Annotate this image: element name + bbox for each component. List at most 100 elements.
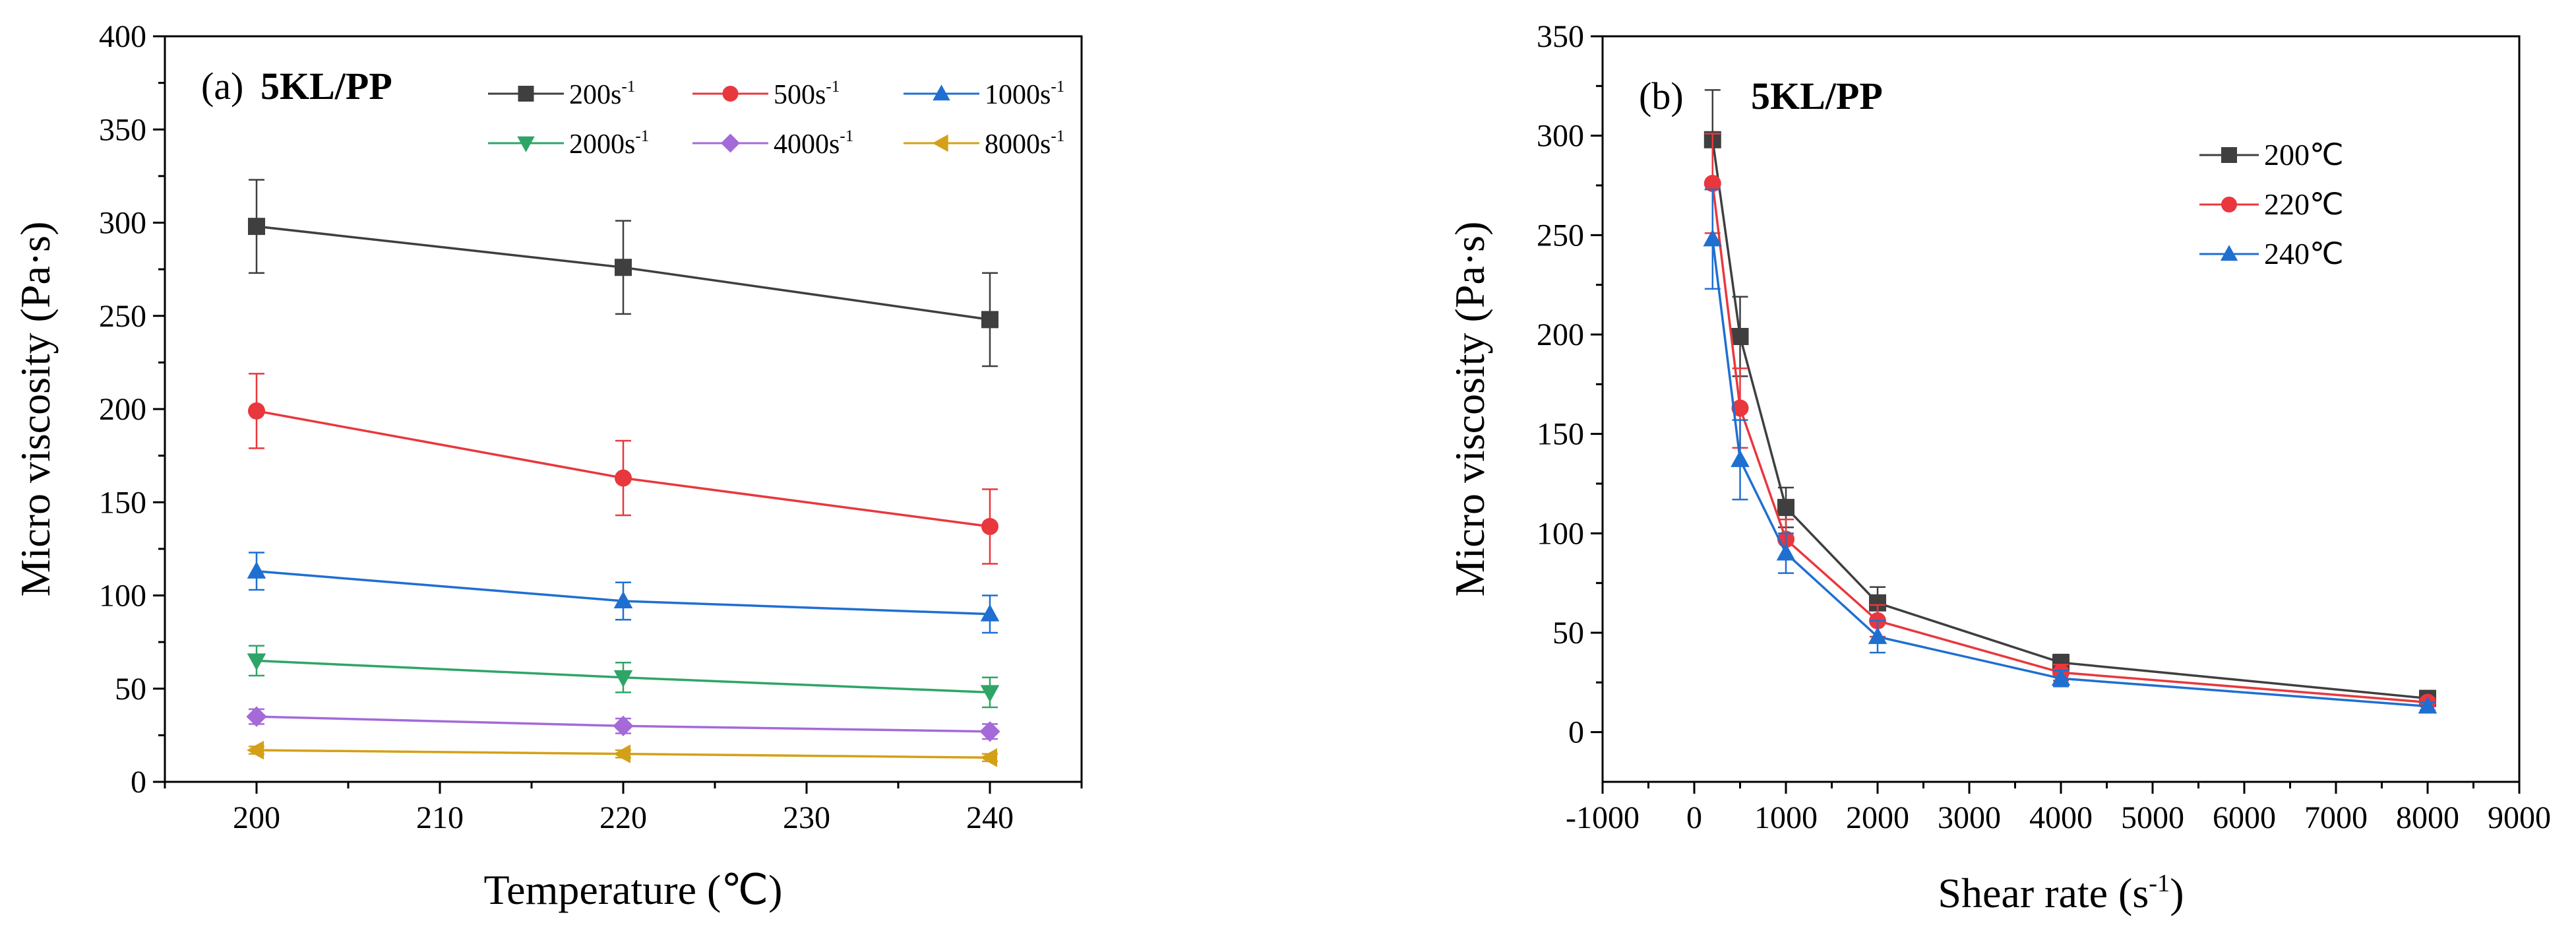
panel-b-legend-marker	[2221, 147, 2237, 163]
panel-b-series-line	[1711, 139, 2428, 700]
panel-a-y-tick-label: 300	[99, 206, 146, 241]
panel-a-data-point	[981, 517, 998, 535]
panel-a-y-tick-label: 400	[99, 19, 146, 54]
panel-b-data-point	[1703, 229, 1723, 247]
panel-a-legend-label-text: 200s	[569, 80, 621, 110]
panel-b-data-point	[1869, 594, 1886, 612]
panel-a-data-point	[613, 591, 633, 609]
panel-a-data-point	[247, 740, 264, 760]
panel-b-x-tick-label: -1000	[1566, 800, 1640, 835]
panel-b-series-line	[1711, 239, 2428, 708]
panel-b-y-tick-label: 250	[1537, 218, 1584, 253]
panel-a-x-tick-label: 200	[233, 800, 280, 835]
panel-a-legend-marker	[517, 136, 535, 152]
panel-a-legend-label-sup: -1	[826, 78, 840, 96]
panel-a-y-tick-label: 50	[115, 672, 146, 707]
panel-a-legend-label-sup: -1	[621, 78, 635, 96]
panel-a-data-point	[248, 402, 265, 420]
panel-a-data-point	[980, 748, 998, 767]
panel-b-data-point	[1731, 328, 1749, 346]
panel-a-data-point	[247, 653, 266, 671]
panel-b-x-tick-label: 1000	[1754, 800, 1818, 835]
panel-a-legend-marker	[722, 86, 739, 102]
panel-a-y-tick-label: 200	[99, 392, 146, 427]
panel-a-y-tick-label: 100	[99, 579, 146, 614]
panel-b-data-point	[1777, 499, 1794, 517]
panel-b-x-axis-title: Shear rate (s-1)	[1938, 870, 2184, 916]
panel-b-x-tick-label: 7000	[2304, 800, 2368, 835]
panel-b-y-tick-label: 0	[1568, 715, 1584, 750]
panel-a-legend-label-sup: -1	[840, 127, 853, 145]
panel-a-legend-label-sup: -1	[635, 127, 649, 145]
panel-b-x-tick-label: 0	[1686, 800, 1702, 835]
panel-b-legend-label-text: 240℃	[2264, 237, 2344, 271]
panel-a-data-point	[981, 311, 998, 329]
panel-a-x-tick-label: 210	[416, 800, 464, 835]
panel-a-chart: 200 210 220 230 240050100150200250300350400 …	[12, 19, 1083, 913]
panel-a-legend-label-text: 4000s	[774, 129, 840, 160]
panel-b-data-point	[1731, 449, 1750, 467]
panel-a-legend-label: 4000s-1	[774, 127, 853, 160]
panel-b-data-point	[1776, 543, 1796, 561]
panel-b-legend-marker	[2220, 245, 2238, 261]
panel-b-data-point	[1731, 399, 1749, 417]
panel-a-legend-label-text: 8000s	[985, 129, 1051, 160]
panel-a-y-tick-label: 250	[99, 299, 146, 334]
panel-a-data-point	[246, 706, 267, 727]
panel-b-y-axis-title: Micro viscosity (Pa·s)	[1446, 222, 1493, 597]
panel-a-x-axis-title: Temperature (℃)	[484, 866, 783, 913]
panel-b-x-tick-label: 9000	[2488, 800, 2551, 835]
panel-b-y-tick-label: 200	[1537, 317, 1584, 352]
panel-a-data-point	[613, 744, 631, 763]
panel-b-y-tick-label: 350	[1537, 19, 1584, 54]
panel-b-legend-label: 220℃	[2264, 187, 2344, 221]
panel-b-chart: -1000 0 1000 2000 3000 4000 5000 6000 7000 8000 90…	[1446, 19, 2551, 916]
panel-a-legend-marker	[721, 133, 740, 153]
panel-b-x-axis-title-sup: -1	[2149, 870, 2170, 897]
panel-b-x-tick-label: 6000	[2213, 800, 2276, 835]
panel-a-legend-marker	[932, 134, 948, 152]
panel-a-y-tick-label: 0	[131, 765, 146, 800]
panel-b-data-point	[1703, 174, 1721, 192]
panel-a-legend-label: 500s-1	[774, 78, 840, 110]
panel-a-legend-marker	[933, 84, 950, 101]
panel-a-data-point	[247, 561, 266, 579]
panel-b-x-tick-label: 4000	[2029, 800, 2093, 835]
panel-a-title: 5KL/PP	[261, 65, 392, 108]
panel-a-legend-label-text: 500s	[774, 80, 826, 110]
panel-b-title: 5KL/PP	[1751, 75, 1883, 117]
panel-b-x-tick-label: 3000	[1938, 800, 2001, 835]
panel-a-data-point	[615, 469, 632, 487]
panel-a-label: (a)	[201, 65, 243, 108]
panel-b-y-tick-label: 100	[1537, 516, 1584, 551]
panel-b-y-tick-label: 150	[1537, 417, 1584, 452]
panel-b-x-tick-label: 5000	[2121, 800, 2184, 835]
panel-b-x-tick-label: 2000	[1846, 800, 1909, 835]
panel-b-x-axis-title-main: Shear rate (s	[1938, 870, 2149, 916]
panel-a-legend-label: 1000s-1	[985, 78, 1064, 110]
panel-a-data-point	[613, 670, 633, 687]
panel-b-legend-label: 200℃	[2264, 138, 2344, 172]
panel-a-data-point	[980, 604, 1000, 622]
panel-b-x-axis-title-end: )	[2170, 870, 2184, 916]
panel-b-y-tick-label: 50	[1552, 616, 1584, 651]
panel-a-y-tick-label: 350	[99, 112, 146, 147]
panel-b-legend: 200℃ 220℃ 240℃	[2199, 138, 2344, 271]
panel-a-x-tick-label: 220	[599, 800, 647, 835]
panel-b-series-line	[1711, 183, 2428, 704]
panel-b-y-tick-label: 300	[1537, 119, 1584, 154]
panel-b-data-point	[2051, 668, 2071, 686]
panel-a-y-axis-title: Micro viscosity (Pa·s)	[12, 222, 59, 597]
panel-b-legend-label-text: 220℃	[2264, 187, 2344, 221]
panel-a-x-tick-label: 240	[966, 800, 1014, 835]
panel-a-legend-marker	[518, 86, 534, 102]
panel-a-data-point	[615, 259, 632, 276]
panel-a-legend-label-text: 2000s	[569, 129, 635, 160]
panel-a-legend-label-sup: -1	[1051, 127, 1064, 145]
panel-b-legend-label: 240℃	[2264, 237, 2344, 271]
panel-a-data-point	[248, 218, 265, 236]
panel-a-legend-label: 8000s-1	[985, 127, 1064, 160]
panel-b-label: (b)	[1639, 75, 1684, 117]
